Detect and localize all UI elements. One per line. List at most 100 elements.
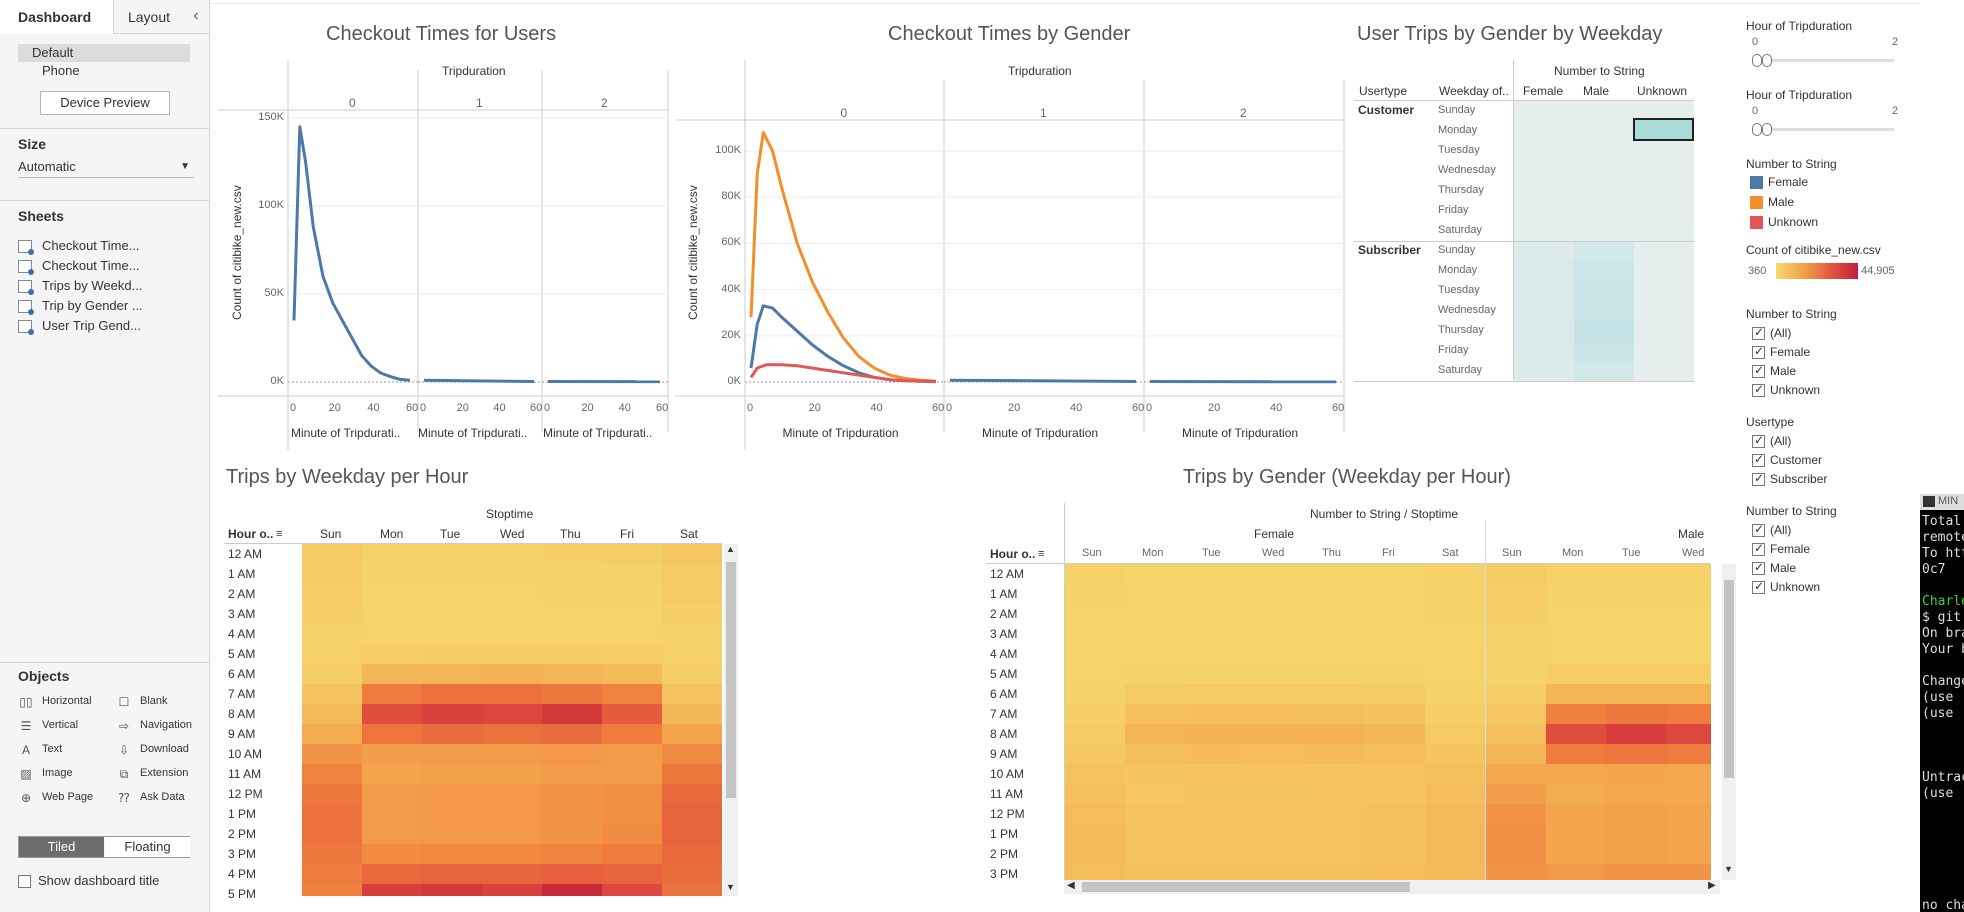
heatmap-cell[interactable]: [1634, 181, 1694, 201]
heatmap-cell[interactable]: [362, 864, 422, 884]
heatmap-cell[interactable]: [1486, 864, 1546, 880]
heatmap-cell[interactable]: [302, 884, 362, 896]
heatmap-cell[interactable]: [422, 544, 482, 564]
heatmap-cell[interactable]: [1486, 824, 1546, 844]
heatmap-cell[interactable]: [1185, 564, 1245, 584]
heatmap-cell[interactable]: [302, 644, 362, 664]
heatmap-cell[interactable]: [1574, 301, 1634, 321]
heatmap-cell[interactable]: [302, 804, 362, 824]
heatmap-cell[interactable]: [1245, 844, 1305, 864]
heatmap-cell[interactable]: [362, 824, 422, 844]
heatmap-cell[interactable]: [1574, 161, 1634, 181]
heatmap-cell[interactable]: [1425, 564, 1485, 584]
heatmap-cell[interactable]: [1606, 844, 1666, 864]
heatmap-cell[interactable]: [302, 764, 362, 784]
heatmap-cell[interactable]: [1486, 584, 1546, 604]
heatmap-cell[interactable]: [1305, 564, 1365, 584]
heatmap-cell[interactable]: [1125, 804, 1185, 824]
slider-handle-max[interactable]: [1762, 123, 1772, 136]
heatmap-cell[interactable]: [542, 704, 602, 724]
heatmap-cell[interactable]: [1574, 261, 1634, 281]
tiled-button[interactable]: Tiled: [19, 837, 104, 857]
heatmap-cell[interactable]: [542, 764, 602, 784]
heatmap-cell[interactable]: [1305, 584, 1365, 604]
heatmap-cell[interactable]: [1185, 684, 1245, 704]
heatmap-cell[interactable]: [1425, 824, 1485, 844]
heatmap-cell[interactable]: [422, 664, 482, 684]
heatmap-cell[interactable]: [482, 804, 542, 824]
scroll-up-icon[interactable]: ▲: [726, 544, 735, 554]
heatmap-cell[interactable]: [542, 744, 602, 764]
heatmap-cell[interactable]: [1606, 684, 1666, 704]
heatmap-cell[interactable]: [482, 624, 542, 644]
heatmap-cell[interactable]: [422, 644, 482, 664]
heatmap-cell[interactable]: [1245, 824, 1305, 844]
heatmap-cell[interactable]: [662, 764, 722, 784]
heatmap-cell[interactable]: [542, 624, 602, 644]
heatmap-cell[interactable]: [1574, 281, 1634, 301]
heatmap-cell[interactable]: [1486, 624, 1546, 644]
heatmap-cell[interactable]: [1546, 724, 1606, 744]
heatmap-cell[interactable]: [1634, 101, 1694, 121]
heatmap-cell[interactable]: [1305, 644, 1365, 664]
tab-dashboard[interactable]: Dashboard: [0, 0, 114, 34]
heatmap-cell[interactable]: [302, 744, 362, 764]
heatmap-cell[interactable]: [1546, 824, 1606, 844]
heatmap-cell[interactable]: [542, 864, 602, 884]
heatmap-cell[interactable]: [1666, 784, 1711, 804]
heatmap-cell[interactable]: [362, 564, 422, 584]
heatmap-cell[interactable]: [1574, 241, 1634, 261]
heatmap-cell[interactable]: [1634, 361, 1694, 381]
heatmap-cell[interactable]: [1546, 564, 1606, 584]
object-item[interactable]: ⇩ Download: [116, 740, 189, 758]
heatmap-cell[interactable]: [1245, 864, 1305, 880]
heatmap-cell[interactable]: [1425, 864, 1485, 880]
heatmap-cell[interactable]: [1546, 644, 1606, 664]
heatmap-cell[interactable]: [1486, 564, 1546, 584]
heatmap-cell[interactable]: [302, 564, 362, 584]
heatmap-cell[interactable]: [602, 624, 662, 644]
heatmap-cell[interactable]: [1574, 201, 1634, 221]
heatmap-cell[interactable]: [1245, 764, 1305, 784]
heatmap-cell[interactable]: [662, 844, 722, 864]
heatmap-cell[interactable]: [1514, 261, 1574, 281]
heatmap-cell[interactable]: [602, 604, 662, 624]
heatmap-cell[interactable]: [1065, 764, 1125, 784]
heatmap-cell[interactable]: [1666, 724, 1711, 744]
heatmap-cell[interactable]: [1666, 564, 1711, 584]
heatmap-cell[interactable]: [1065, 564, 1125, 584]
heatmap-cell[interactable]: [1606, 764, 1666, 784]
heatmap-cell[interactable]: [1185, 664, 1245, 684]
heatmap-cell[interactable]: [602, 864, 662, 884]
heatmap-cell[interactable]: [482, 644, 542, 664]
heatmap-cell[interactable]: [1666, 624, 1711, 644]
heatmap-cell[interactable]: [1606, 784, 1666, 804]
heatmap-cell[interactable]: [1606, 664, 1666, 684]
heatmap-cell[interactable]: [602, 884, 662, 896]
heatmap-cell[interactable]: [422, 824, 482, 844]
heatmap-cell[interactable]: [302, 724, 362, 744]
heatmap-cell[interactable]: [662, 684, 722, 704]
heatmap-cell[interactable]: [1185, 724, 1245, 744]
heatmap-cell[interactable]: [362, 644, 422, 664]
heatmap-cell[interactable]: [1514, 341, 1574, 361]
heatmap-cell[interactable]: [1245, 664, 1305, 684]
heatmap-cell[interactable]: [1425, 784, 1485, 804]
heatmap-cell[interactable]: [1666, 604, 1711, 624]
heatmap-cell[interactable]: [1305, 764, 1365, 784]
heatmap-cell[interactable]: [1425, 804, 1485, 824]
heatmap-cell[interactable]: [1425, 744, 1485, 764]
heatmap-cell[interactable]: [362, 544, 422, 564]
legend-swatch[interactable]: [1750, 176, 1763, 189]
heatmap-cell[interactable]: [1185, 644, 1245, 664]
heatmap-cell[interactable]: [662, 784, 722, 804]
object-item[interactable]: ⧉ Extension: [116, 764, 189, 782]
heatmap-cell[interactable]: [1245, 784, 1305, 804]
heatmap-cell[interactable]: [422, 604, 482, 624]
heatmap-cell[interactable]: [1634, 321, 1694, 341]
heatmap-cell[interactable]: [1185, 584, 1245, 604]
heatmap-cell[interactable]: [1305, 724, 1365, 744]
heatmap-cell[interactable]: [1514, 101, 1574, 121]
heatmap-cell[interactable]: [422, 764, 482, 784]
heatmap-cell[interactable]: [1125, 784, 1185, 804]
